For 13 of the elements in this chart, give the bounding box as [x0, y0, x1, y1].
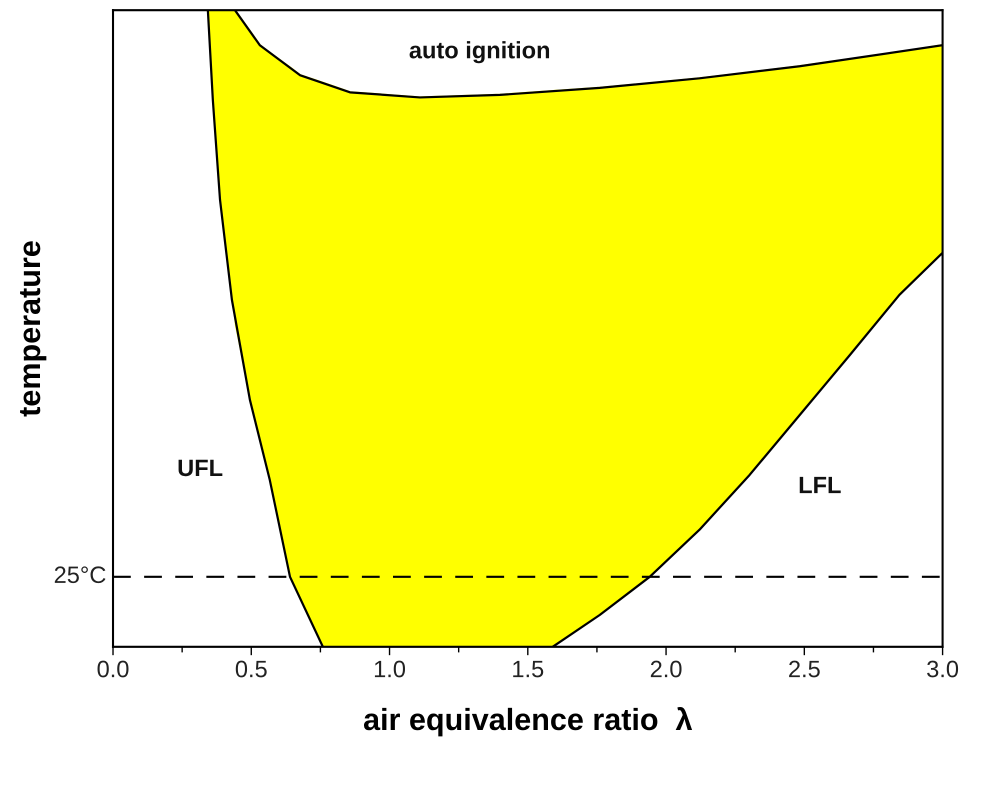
y-axis-title: temperature	[20, 241, 46, 416]
x-tick-label: 2.0	[650, 660, 682, 678]
series-label: auto ignition	[410, 41, 550, 64]
x-tick-label: 3.0	[927, 660, 958, 678]
x-tick-label: 2.5	[789, 660, 820, 678]
x-tick-label: 0.0	[98, 660, 128, 678]
x-axis-title: air equivalence ratio λ	[364, 707, 692, 736]
x-tick-label: 0.5	[236, 660, 267, 678]
series-label: UFL	[178, 460, 222, 476]
x-tick-label: 1.0	[374, 660, 406, 678]
series-label: LFL	[800, 476, 841, 494]
x-tick-label: 1.5	[513, 660, 544, 678]
ref-line-label: 25°C	[54, 566, 106, 584]
